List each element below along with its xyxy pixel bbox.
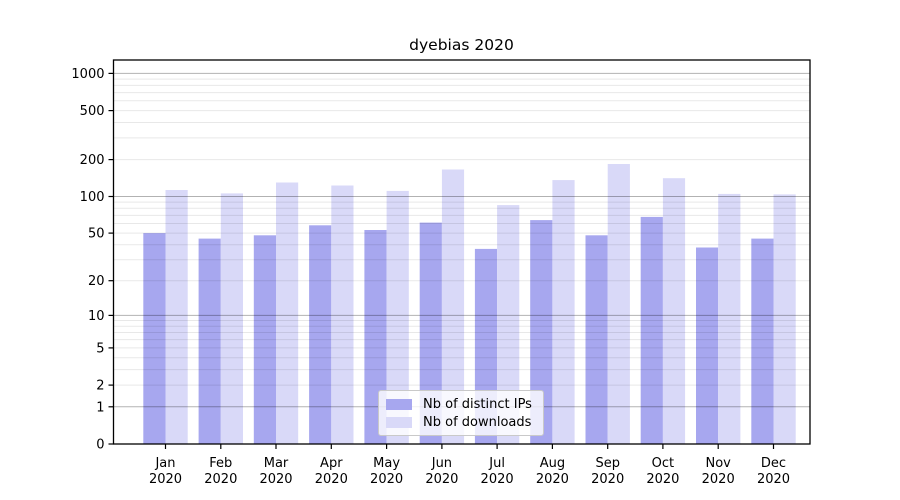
- x-tick-label-year-sep: 2020: [591, 472, 624, 487]
- bar-distinct-ips-aug: [530, 220, 553, 444]
- bar-distinct-ips-apr: [309, 225, 332, 444]
- y-tick-label-2: 2: [96, 379, 104, 394]
- legend-swatch-downloads: [386, 416, 412, 428]
- legend-item-downloads: Nb of downloads: [386, 415, 543, 430]
- bar-distinct-ips-nov: [696, 247, 719, 444]
- bar-downloads-feb: [220, 193, 243, 444]
- legend: Nb of distinct IPs Nb of downloads: [378, 390, 544, 436]
- y-tick-label-500: 500: [80, 104, 105, 119]
- bar-distinct-ips-oct: [640, 216, 663, 444]
- bar-downloads-jun: [441, 169, 465, 444]
- x-tick-label-month-mar: Mar: [264, 456, 289, 471]
- y-tick-label-1: 1: [96, 400, 104, 415]
- bar-downloads-mar: [276, 182, 299, 444]
- legend-label-downloads: Nb of downloads: [423, 414, 532, 430]
- plot-border: [112, 59, 811, 445]
- x-tick-label-month-may: May: [373, 456, 400, 471]
- bar-distinct-ips-jan: [143, 233, 166, 444]
- x-tick-label-month-sep: Sep: [595, 456, 620, 471]
- x-tick-label-year-jan: 2020: [149, 472, 182, 487]
- x-tick-label-year-dec: 2020: [757, 472, 790, 487]
- bar-downloads-apr: [331, 185, 354, 444]
- y-tick-label-1000: 1000: [71, 67, 104, 82]
- legend-item-distinct-ips: Nb of distinct IPs: [386, 397, 543, 412]
- x-tick-label-year-apr: 2020: [315, 472, 348, 487]
- bar-distinct-ips-dec: [751, 238, 774, 444]
- x-tick-label-month-aug: Aug: [540, 456, 565, 471]
- bar-downloads-nov: [718, 193, 741, 444]
- bar-downloads-dec: [773, 194, 796, 444]
- y-tick-label-200: 200: [80, 153, 105, 168]
- x-tick-label-year-oct: 2020: [646, 472, 679, 487]
- x-tick-label-year-aug: 2020: [536, 472, 569, 487]
- bar-distinct-ips-feb: [198, 238, 221, 444]
- y-tick-label-10: 10: [88, 309, 105, 324]
- x-tick-label-month-jul: Jul: [488, 456, 505, 471]
- bar-downloads-jul: [497, 205, 520, 444]
- x-tick-label-month-oct: Oct: [652, 456, 674, 471]
- y-tick-label-20: 20: [88, 274, 105, 289]
- x-tick-label-year-may: 2020: [370, 472, 403, 487]
- x-tick-label-year-jun: 2020: [425, 472, 458, 487]
- x-tick-label-month-jan: Jan: [154, 456, 175, 471]
- bar-distinct-ips-jun: [419, 222, 442, 444]
- y-tick-label-50: 50: [88, 227, 105, 242]
- x-tick-label-month-nov: Nov: [706, 456, 732, 471]
- bar-distinct-ips-mar: [253, 235, 276, 444]
- x-tick-label-year-feb: 2020: [204, 472, 237, 487]
- legend-label-distinct-ips: Nb of distinct IPs: [423, 396, 532, 412]
- chart-title: dyebias 2020: [409, 36, 514, 54]
- y-tick-label-100: 100: [80, 190, 105, 205]
- x-tick-label-year-mar: 2020: [259, 472, 292, 487]
- bar-downloads-sep: [607, 164, 630, 444]
- legend-swatch-distinct-ips: [386, 398, 412, 410]
- x-tick-label-month-dec: Dec: [761, 456, 786, 471]
- x-tick-label-month-feb: Feb: [209, 456, 232, 471]
- x-tick-label-month-jun: Jun: [431, 456, 452, 471]
- bar-downloads-jan: [165, 190, 188, 444]
- y-tick-label-0: 0: [96, 438, 104, 453]
- bar-downloads-aug: [552, 180, 575, 444]
- x-tick-label-year-nov: 2020: [702, 472, 735, 487]
- x-tick-label-year-jul: 2020: [481, 472, 514, 487]
- bar-distinct-ips-sep: [585, 235, 608, 444]
- bar-downloads-oct: [662, 178, 686, 444]
- y-tick-label-5: 5: [96, 341, 104, 356]
- x-tick-label-month-apr: Apr: [320, 456, 343, 471]
- bar-downloads-may: [386, 190, 409, 444]
